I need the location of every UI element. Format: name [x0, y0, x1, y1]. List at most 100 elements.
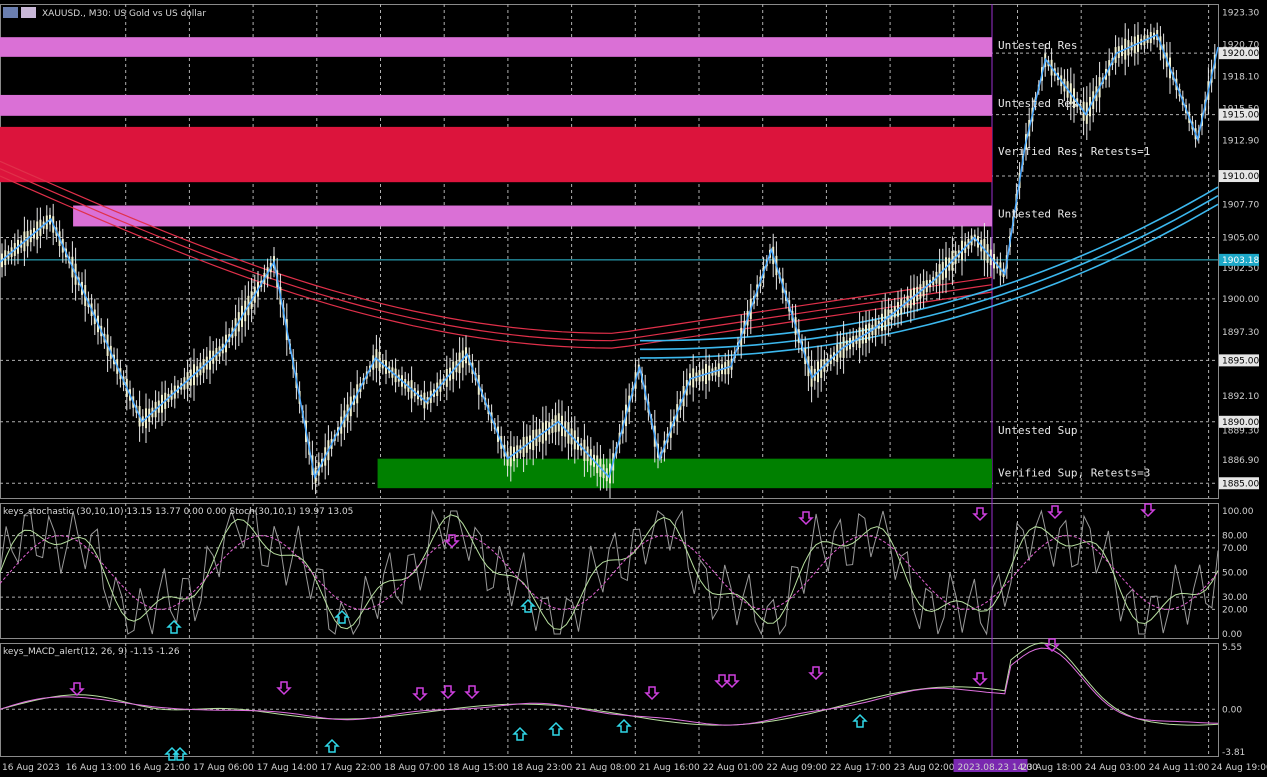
stoch-signal-line: [0, 535, 1219, 610]
price-axis[interactable]: 1923.301920.701918.101915.501912.901910.…: [1219, 9, 1259, 490]
time-axis-label: 16 Aug 13:00: [66, 763, 127, 773]
stoch-axis-label: 20.00: [1222, 605, 1248, 615]
price-axis-label: 1889.30: [1222, 426, 1259, 436]
buy-arrow-icon: [512, 726, 528, 741]
buy-arrow-icon: [164, 746, 180, 761]
stoch-axis-label: 0.00: [1222, 630, 1242, 640]
moving-average-blue: [640, 195, 1219, 351]
time-axis[interactable]: 16 Aug 2023 16 Aug 13:00 16 Aug 21:00 17 Au…: [2, 759, 1267, 773]
price-tag-label: 1915.00: [1222, 111, 1259, 121]
sell-arrow-icon: [1140, 503, 1156, 518]
price-axis-label: 1912.90: [1222, 136, 1259, 146]
zone-labels: Untested Res Untested Res Verified Res, Re…: [998, 39, 1150, 479]
sell-arrow-icon: [1047, 505, 1063, 520]
time-axis-label: 21 Aug 08:00: [575, 763, 636, 773]
price-tag: [1219, 108, 1259, 121]
zone-label: Untested Res: [998, 208, 1077, 221]
sell-arrow-icon: [276, 681, 292, 696]
zone-label: Untested Sup: [998, 424, 1077, 437]
symbol-title: XAUUSD., M30: US Gold vs US dollar: [42, 9, 206, 19]
moving-average-red: [0, 175, 993, 349]
time-axis-label: 24 Aug 03:00: [1085, 763, 1146, 773]
time-axis-label: 18 Aug 15:00: [448, 763, 509, 773]
stoch-axis-label: 50.00: [1222, 569, 1248, 579]
sell-arrow-icon: [464, 685, 480, 700]
sell-arrow-icon: [440, 685, 456, 700]
buy-arrow-icon: [334, 609, 350, 624]
time-axis-label: 17 Aug 06:00: [193, 763, 254, 773]
panel-frame: [0, 4, 1219, 499]
time-axis-label: 22 Aug 09:00: [766, 763, 827, 773]
stoch-axis: 100.00 80.00 70.00 50.00 30.00 20.00 0.00: [1222, 507, 1254, 640]
zone-rect: [377, 458, 993, 489]
stoch-axis-label: 70.00: [1222, 544, 1248, 554]
stoch-main-line: [0, 514, 1219, 630]
symbol-header: XAUUSD., M30: US Gold vs US dollar: [3, 7, 206, 19]
zone-label: Verified Sup, Retests=3: [998, 467, 1150, 480]
time-axis-label: 21 Aug 16:00: [639, 763, 700, 773]
sell-arrow-icon: [69, 682, 85, 697]
buy-arrow-icon: [520, 598, 536, 613]
flag-icon-us: [3, 7, 18, 18]
price-axis-label: 1920.70: [1222, 41, 1259, 51]
price-axis-label: 1886.90: [1222, 456, 1259, 466]
time-axis-label: 18 Aug 07:00: [384, 763, 445, 773]
price-tag: [1219, 415, 1259, 428]
buy-arrow-icon: [548, 721, 564, 736]
time-axis-label: 16 Aug 21:00: [129, 763, 190, 773]
price-tag-label: 1910.00: [1222, 172, 1259, 182]
sell-arrow-icon: [972, 672, 988, 687]
stoch-axis-label: 30.00: [1222, 593, 1248, 603]
buy-arrow-icon: [616, 718, 632, 733]
zone-label: Verified Res, Retests=1: [998, 145, 1150, 158]
stoch-panel-title: keys_stochastic (30,10,10) 13.15 13.77 0…: [3, 507, 353, 517]
buy-arrow-icon: [852, 713, 868, 728]
sell-arrow-icon: [412, 687, 428, 702]
macd-axis: 5.55 0.00 -3.81: [1222, 643, 1245, 758]
macd-signal-line: [0, 647, 1219, 726]
price-tag: [1219, 354, 1259, 367]
time-axis-label: 24 Aug 11:00: [1149, 763, 1210, 773]
stoch-axis-label: 80.00: [1222, 532, 1248, 542]
time-axis-label: 24 Aug 19:00: [1211, 763, 1267, 773]
time-axis-label: 17 Aug 14:00: [257, 763, 318, 773]
signal-arrows: [69, 503, 1156, 761]
sell-arrow-icon: [644, 686, 660, 701]
zone-rect: [0, 94, 992, 116]
price-tag-label: 1903.18: [1222, 256, 1259, 266]
price-axis-label: 1907.70: [1222, 200, 1259, 210]
price-tag: [1219, 47, 1259, 60]
price-axis-label: 1892.10: [1222, 392, 1259, 402]
time-axis-label: 23 Aug 02:00: [894, 763, 955, 773]
moving-average-blue: [640, 203, 1219, 359]
price-axis-label: 1905.00: [1222, 233, 1259, 243]
macd-line: [0, 642, 1219, 726]
price-tag-label: 1920.00: [1222, 49, 1259, 59]
price-tag: [1219, 477, 1259, 490]
price-tag-label: 1895.00: [1222, 356, 1259, 366]
panel-frame: [0, 503, 1219, 639]
support-resistance-zones: [0, 37, 993, 489]
zone-label: Untested Res: [998, 39, 1077, 52]
price-axis-label: 1900.00: [1222, 295, 1259, 305]
panel-frame: [0, 643, 1219, 757]
price-axis-label: 1902.50: [1222, 264, 1259, 274]
moving-average-red: [0, 160, 993, 334]
macd-panel-title: keys_MACD_alert(12, 26, 9) -1.15 -1.26: [3, 647, 180, 657]
stoch-axis-label: 100.00: [1222, 507, 1254, 517]
sell-arrow-icon: [724, 674, 740, 689]
macd-axis-label: 5.55: [1222, 643, 1242, 653]
sell-arrow-icon: [444, 534, 460, 549]
macd-axis-label: -3.81: [1222, 748, 1245, 758]
price-candles: [0, 22, 1219, 499]
moving-average-blue: [640, 186, 1219, 342]
time-highlight: [953, 759, 1028, 772]
time-axis-label: 16 Aug 2023: [2, 763, 60, 773]
price-tag: [1219, 253, 1259, 266]
price-tag-label: 1890.00: [1222, 418, 1259, 428]
price-axis-label: 1918.10: [1222, 73, 1259, 83]
sell-arrow-icon: [972, 507, 988, 522]
sell-arrow-icon: [808, 666, 824, 681]
sell-arrow-icon: [714, 674, 730, 689]
